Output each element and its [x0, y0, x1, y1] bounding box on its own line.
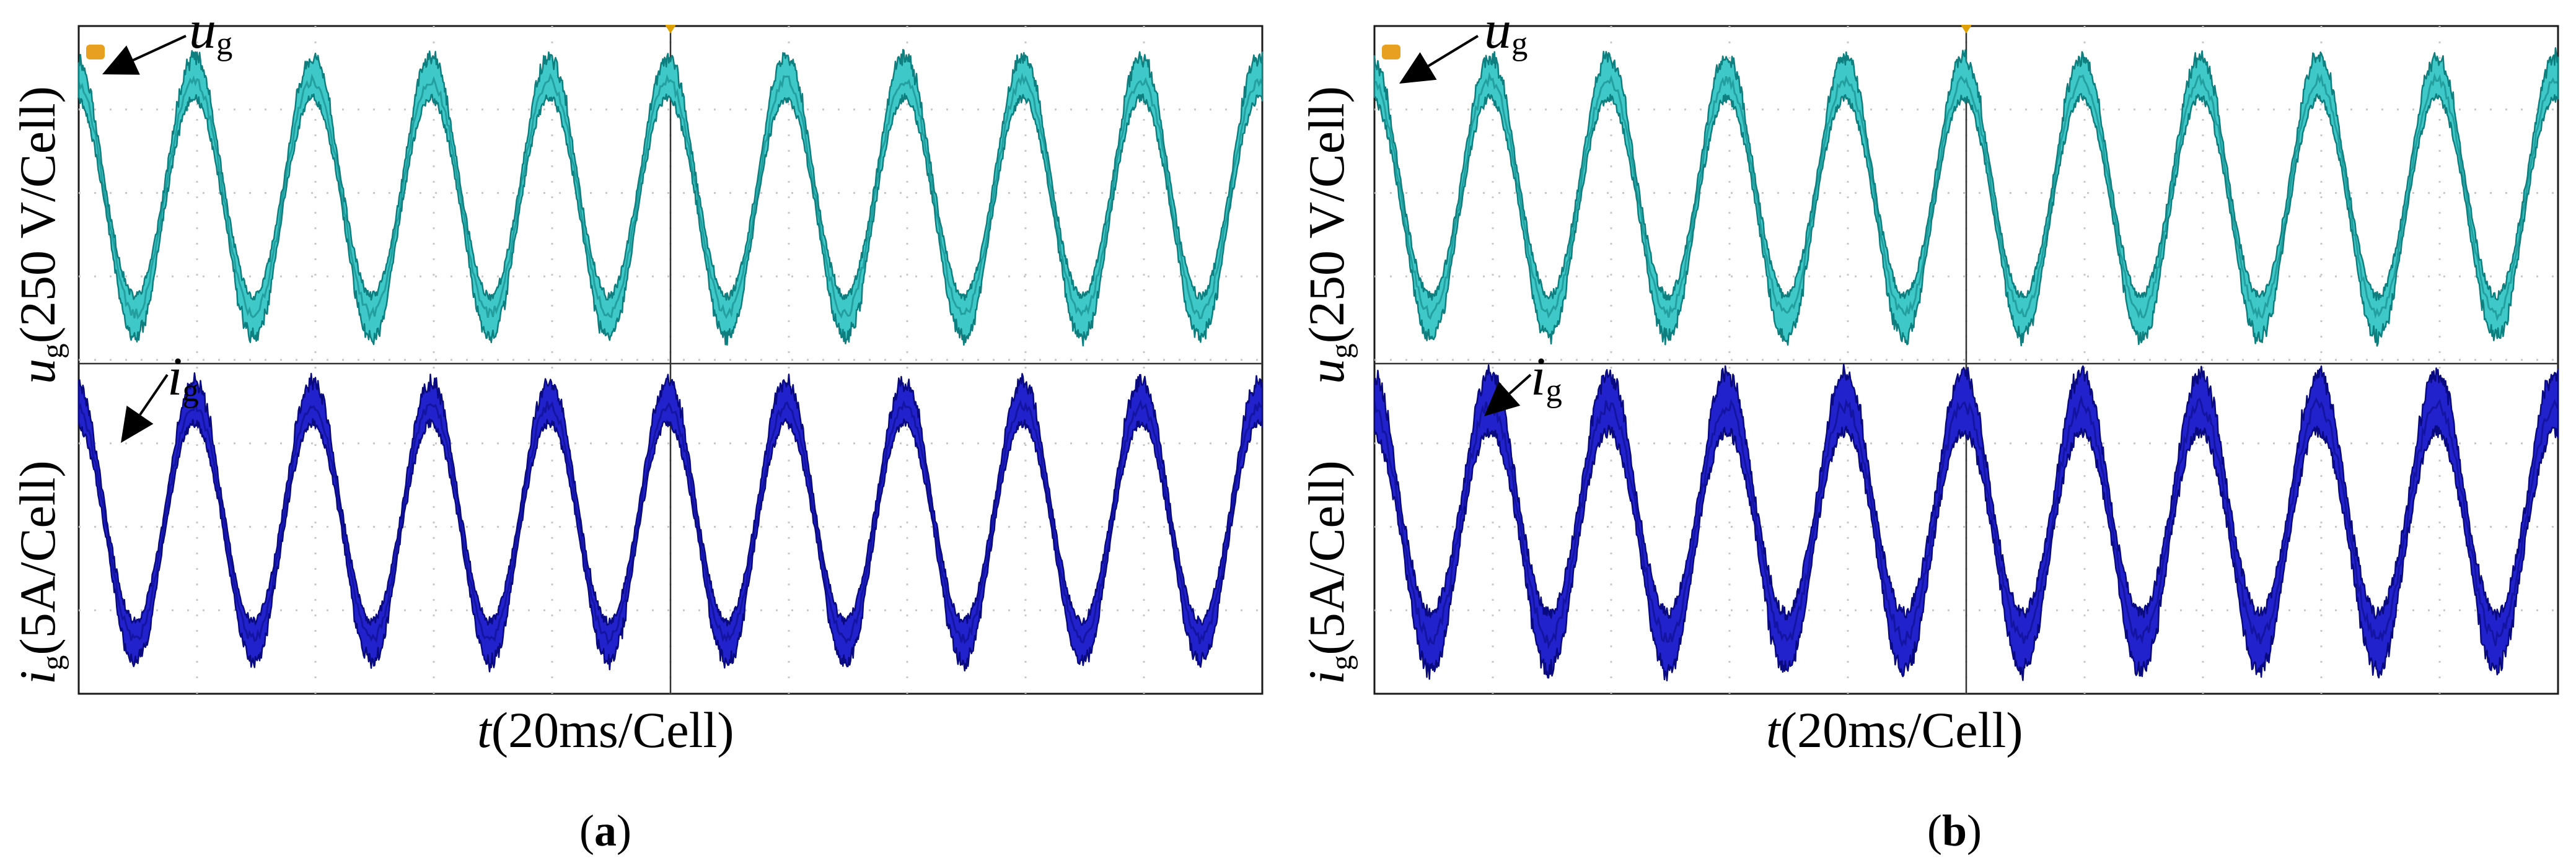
panel-caption-letter: a	[594, 806, 617, 855]
panel-caption: (a)	[579, 806, 631, 855]
bottom-y-label-unit: (5A/Cell)	[1298, 460, 1355, 655]
oscilloscope-screen	[77, 25, 1264, 695]
top-annotation-var: u	[189, 0, 216, 60]
oscilloscope-screen	[1373, 25, 2559, 695]
trace-ug-core	[1374, 72, 2559, 322]
top-y-label-unit: (250 V/Cell)	[9, 86, 66, 344]
channel-marker	[86, 45, 105, 59]
arrow-bottom-trace-head	[1484, 381, 1521, 416]
arrow-top-trace-shaft	[1427, 35, 1479, 68]
x-label-var: t	[477, 702, 491, 758]
arrow-bottom-trace-shaft	[1508, 374, 1532, 395]
top-y-label-sub: g	[35, 343, 69, 359]
trace-ig-core	[77, 399, 1263, 645]
x-label-var: t	[1766, 702, 1780, 758]
trace-ug-core	[77, 72, 1264, 322]
bottom-trace-annotation: ig	[1531, 350, 1562, 407]
bottom-y-label-sub: g	[35, 655, 69, 671]
trace-ig	[77, 372, 1264, 673]
top-annotation-sub: g	[216, 25, 233, 62]
top-trace-annotation: ug	[189, 3, 232, 60]
top-y-label-sub: g	[1324, 343, 1358, 359]
x-axis-label: t(20ms/Cell)	[1766, 701, 2023, 759]
bottom-trace-annotation: ig	[167, 350, 199, 407]
bottom-annotation-var: i	[1531, 347, 1546, 407]
panel-b: ug(250 V/Cell) ig(5A/Cell) ug ig t(20ms/…	[1289, 0, 2576, 861]
x-axis-label: t(20ms/Cell)	[477, 701, 734, 759]
x-label-unit: (20ms/Cell)	[491, 702, 734, 758]
top-annotation-sub: g	[1511, 25, 1528, 62]
bottom-annotation-sub: g	[182, 372, 199, 409]
channel-marker	[1382, 45, 1400, 59]
arrow-bottom-trace-head	[121, 405, 154, 443]
arrow-top-trace-head	[102, 45, 140, 75]
bottom-annotation-var: i	[167, 347, 183, 407]
top-trace-annotation: ug	[1484, 3, 1528, 60]
top-annotation-var: u	[1484, 0, 1511, 60]
panel-a: ug(250 V/Cell) ig(5A/Cell) ug ig t(20ms/…	[9, 3, 1264, 855]
panel-caption: (b)	[1927, 806, 1982, 855]
panel-caption-letter: b	[1941, 806, 1967, 855]
bottom-y-label-var: i	[1298, 670, 1355, 684]
trigger-marker	[665, 25, 676, 33]
arrow-bottom-trace-shaft	[139, 374, 169, 416]
top-y-label-unit: (250 V/Cell)	[1298, 86, 1355, 344]
bottom-y-label-var: i	[9, 670, 66, 684]
top-y-label-var: u	[9, 359, 66, 384]
trace-ig-core	[1373, 395, 2559, 650]
bottom-annotation-sub: g	[1545, 372, 1562, 409]
bottom-y-label-unit: (5A/Cell)	[9, 460, 66, 655]
arrow-top-trace-shaft	[133, 35, 187, 61]
trigger-marker	[1961, 25, 1972, 33]
x-label-unit: (20ms/Cell)	[1780, 702, 2023, 758]
bottom-y-label-sub: g	[1324, 655, 1358, 671]
arrow-top-trace-head	[1399, 52, 1437, 84]
top-y-label-var: u	[1298, 359, 1355, 384]
